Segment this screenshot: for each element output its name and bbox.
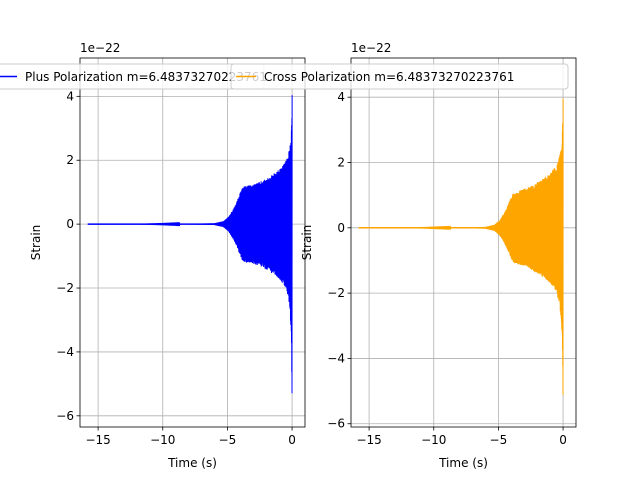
legend-box: [230, 63, 569, 90]
y-tick-label: −2: [56, 281, 74, 295]
y-tick-label: −6: [56, 409, 74, 423]
subplot-2: −15 −10 −5 0 −6 −4 −2 0 2 4 1e−22 Time (s) Strain: [300, 41, 577, 470]
x-tick-label: −5: [219, 433, 237, 447]
series-1-line: [358, 98, 564, 396]
x-tick-label: 0: [559, 433, 567, 447]
series-1-waveform: [358, 98, 564, 396]
y-offset-text: 1e−22: [351, 41, 391, 55]
y-tick-label: 4: [337, 90, 345, 104]
x-axis-label: Time (s): [438, 456, 488, 470]
x-axis-label: Time (s): [167, 456, 217, 470]
subplot-1: −15 −10 −5 0 −6 −4 −2 0 2 4 1e−22 Time (s) Strain: [29, 41, 306, 470]
legend-2: Cross Polarization m=6.48373270223761: [230, 63, 569, 90]
x-tick-label: −5: [490, 433, 508, 447]
axes-frame: [350, 57, 577, 428]
legend-label: Plus Polarization m=6.48373270223761: [25, 70, 267, 84]
x-tick-label: −10: [421, 433, 446, 447]
x-tick-label: −15: [85, 433, 110, 447]
x-tick-label: 0: [288, 433, 296, 447]
y-tick-label: −6: [327, 417, 345, 431]
y-offset-text: 1e−22: [80, 41, 120, 55]
y-tick-label: −2: [327, 286, 345, 300]
y-tick-label: −4: [56, 345, 74, 359]
x-tick-label: −10: [150, 433, 175, 447]
legend-1: Plus Polarization m=6.48373270223761: [0, 63, 267, 90]
y-tick-label: 2: [66, 153, 74, 167]
axes-frame: [79, 57, 306, 428]
y-tick-label: 0: [337, 221, 345, 235]
y-tick-label: 0: [66, 217, 74, 231]
series-1-waveform: [87, 95, 293, 394]
x-tick-label: −15: [356, 433, 381, 447]
series-1-line: [87, 95, 293, 394]
y-tick-label: −4: [327, 351, 345, 365]
legend-label: Cross Polarization m=6.48373270223761: [264, 70, 514, 84]
y-tick-label: 2: [337, 155, 345, 169]
y-tick-label: 4: [66, 89, 74, 103]
y-axis-label: Strain: [29, 225, 43, 261]
y-axis-label: Strain: [300, 225, 314, 261]
